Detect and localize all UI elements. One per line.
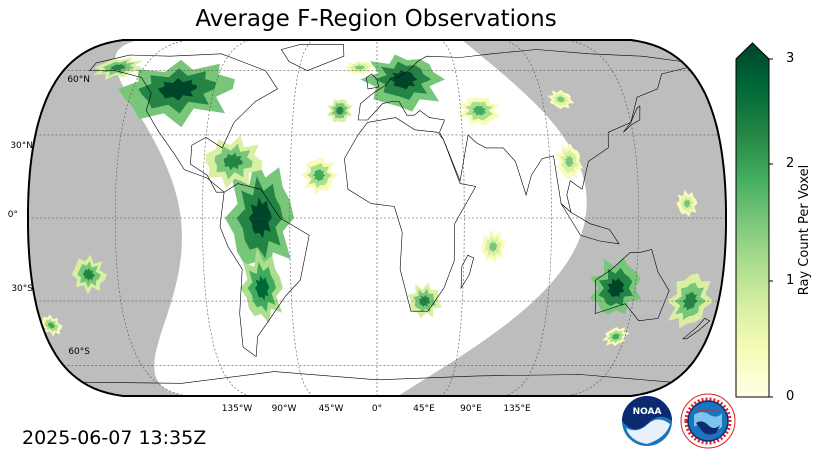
observation-patch bbox=[682, 292, 698, 311]
coastline-north-america bbox=[88, 53, 278, 193]
colorbar-tick-label-3: 3 bbox=[786, 51, 795, 66]
colorbar-tick-label-2: 2 bbox=[786, 156, 795, 171]
national-weather-service-logo bbox=[680, 393, 736, 449]
longitude-gridline bbox=[202, 40, 251, 396]
map-title: Average F-Region Observations bbox=[195, 6, 557, 32]
coastline-new-zealand bbox=[682, 318, 711, 340]
lon-label-45w: 45°W bbox=[318, 404, 344, 414]
lon-label-90w: 90°W bbox=[271, 404, 297, 414]
observation-patch bbox=[683, 198, 691, 209]
observation-patch bbox=[223, 152, 243, 171]
coastline-eurasia bbox=[357, 49, 689, 214]
world-map bbox=[27, 39, 727, 397]
lon-label-90e: 90°E bbox=[460, 404, 482, 414]
lat-label-0: 0° bbox=[7, 210, 18, 220]
observation-patch bbox=[83, 268, 95, 282]
lon-label-135e: 135°E bbox=[503, 404, 531, 414]
lon-label-0: 0° bbox=[371, 404, 383, 414]
observation-patch bbox=[109, 63, 127, 72]
timestamp: 2025-06-07 13:35Z bbox=[22, 427, 207, 449]
map-body bbox=[28, 40, 726, 396]
colorbar-gradient bbox=[735, 42, 770, 398]
lon-label-45e: 45°E bbox=[413, 404, 435, 414]
lat-label-30n: 30°N bbox=[10, 141, 33, 151]
observation-coverage bbox=[40, 54, 714, 347]
observation-patch bbox=[389, 69, 418, 90]
observation-patch bbox=[472, 106, 487, 116]
colorbar-tick-label-1: 1 bbox=[786, 273, 795, 288]
lon-label-135w: 135°W bbox=[221, 404, 253, 414]
observation-patch bbox=[47, 321, 56, 330]
observation-patch bbox=[611, 333, 621, 340]
colorbar bbox=[735, 42, 773, 398]
observation-patch bbox=[335, 106, 344, 115]
noaa-logo: NOAA bbox=[622, 396, 672, 446]
colorbar-tick-label-0: 0 bbox=[786, 389, 795, 404]
night-shading bbox=[28, 40, 726, 396]
coastline-australia bbox=[594, 249, 670, 322]
coastline-africa bbox=[344, 117, 477, 312]
observation-patch bbox=[564, 155, 574, 168]
observation-patch bbox=[312, 169, 326, 182]
observation-patch bbox=[354, 65, 365, 70]
observation-patch bbox=[255, 275, 270, 301]
observation-patch bbox=[556, 96, 566, 103]
lat-label-60n: 60°N bbox=[67, 75, 90, 85]
svg-text:NOAA: NOAA bbox=[633, 407, 662, 417]
lat-label-60s: 60°S bbox=[68, 347, 90, 357]
observation-patch bbox=[248, 197, 272, 239]
coastline-greenland bbox=[280, 44, 345, 72]
longitude-gridline bbox=[503, 40, 552, 396]
observation-patch bbox=[607, 278, 625, 298]
coastline-indonesia bbox=[560, 203, 620, 245]
observation-patch bbox=[158, 78, 198, 101]
coastline-south-america bbox=[219, 183, 310, 358]
coastline-madagascar bbox=[460, 254, 474, 290]
observation-patch bbox=[489, 240, 498, 253]
lat-label-30s: 30°S bbox=[11, 284, 33, 294]
map-boundary bbox=[27, 39, 727, 397]
